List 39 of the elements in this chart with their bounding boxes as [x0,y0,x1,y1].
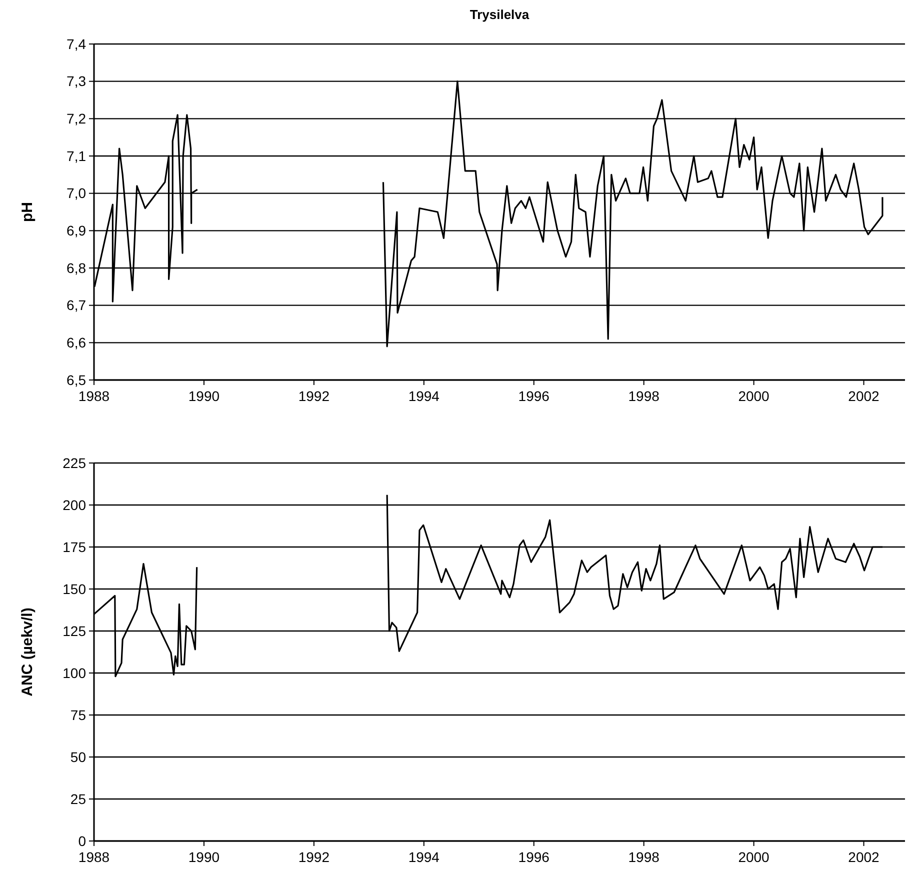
x-tick-label: 2002 [848,388,880,404]
y-tick-label: 6,6 [66,334,86,351]
x-tick-label: 1994 [408,388,440,404]
y-tick-label: 7,2 [66,110,86,127]
y-tick-label: 6,9 [66,222,86,239]
y-tick-label: 7,0 [66,185,86,202]
y-tick-label: 7,1 [66,148,86,164]
x-tick-label: 2000 [738,849,770,865]
x-tick-label: 1990 [188,849,220,865]
y-tick-label: 125 [62,622,86,639]
x-tick-label: 1992 [298,849,330,865]
y-axis-title: pH [19,202,36,222]
x-tick-label: 1988 [78,849,110,865]
x-tick-label: 2002 [848,849,880,865]
y-axis-title: ANC (µekv/l) [19,608,36,696]
y-tick-label: 25 [70,790,86,807]
y-tick-label: 75 [70,706,86,723]
y-tick-label: 200 [62,496,86,513]
y-tick-label: 6,8 [66,260,86,276]
y-tick-label: 50 [70,748,86,765]
y-tick-label: 100 [62,664,86,681]
y-tick-label: 175 [62,538,86,555]
x-tick-label: 1996 [518,849,550,865]
x-tick-label: 1996 [518,388,550,404]
chart-title: Trysilelva [470,7,530,22]
y-tick-label: 6,7 [66,297,86,314]
y-tick-label: 0 [78,832,86,849]
x-tick-label: 1990 [188,388,220,404]
y-tick-label: 6,5 [66,372,86,388]
x-tick-label: 1998 [628,849,660,865]
x-tick-label: 1988 [78,388,110,404]
y-tick-label: 7,4 [66,36,86,52]
x-tick-label: 1992 [298,388,330,404]
y-tick-label: 225 [62,454,86,471]
x-tick-label: 2000 [738,388,770,404]
x-tick-label: 1994 [408,849,440,865]
y-tick-label: 7,3 [66,73,86,90]
x-tick-label: 1998 [628,388,660,404]
y-tick-label: 150 [62,580,86,597]
